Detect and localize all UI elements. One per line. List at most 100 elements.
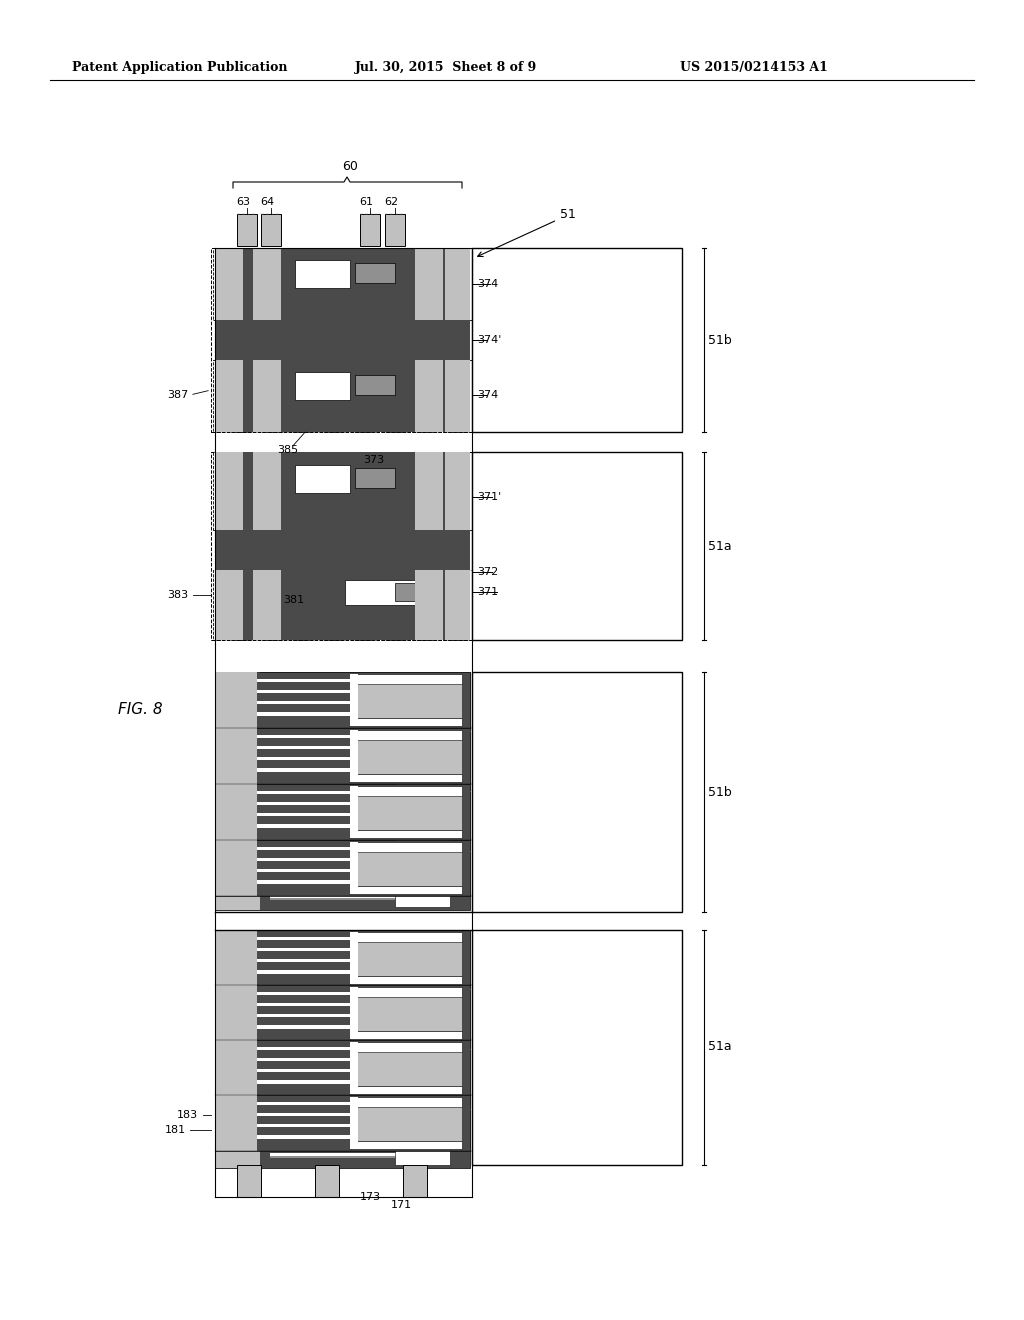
Bar	[257, 1014, 452, 1018]
Bar	[215, 1040, 257, 1096]
Bar	[253, 360, 281, 432]
Bar	[270, 680, 435, 681]
Bar	[270, 748, 435, 751]
Bar	[257, 858, 452, 861]
Bar	[257, 713, 452, 715]
Bar	[270, 869, 435, 871]
Bar	[270, 962, 435, 966]
Bar	[215, 672, 257, 729]
Bar	[270, 1036, 435, 1038]
Bar	[257, 701, 452, 705]
Bar	[270, 1053, 435, 1057]
Bar	[270, 1064, 435, 1067]
Bar	[257, 824, 452, 828]
Bar	[257, 970, 452, 974]
Bar	[270, 1117, 435, 1119]
Bar	[358, 995, 462, 1031]
Bar	[215, 985, 470, 1041]
Bar	[385, 214, 406, 246]
Bar	[215, 570, 243, 640]
Bar	[289, 360, 409, 417]
Text: US 2015/0214153 A1: US 2015/0214153 A1	[680, 62, 827, 74]
Bar	[215, 570, 470, 640]
Bar	[257, 1102, 452, 1105]
Bar	[270, 764, 435, 768]
Bar	[358, 795, 462, 830]
Bar	[257, 1003, 452, 1006]
Bar	[257, 1069, 452, 1072]
Bar	[237, 1166, 261, 1197]
Bar	[270, 838, 435, 840]
Bar	[270, 755, 435, 759]
Bar	[270, 997, 435, 999]
Bar	[215, 360, 243, 432]
Bar	[215, 1049, 260, 1107]
Bar	[415, 451, 443, 531]
Bar	[215, 792, 260, 850]
Bar	[270, 937, 435, 939]
Bar	[270, 759, 435, 760]
Text: 51: 51	[477, 209, 575, 256]
Bar	[403, 1166, 427, 1197]
Bar	[350, 842, 462, 853]
Bar	[215, 248, 243, 319]
Bar	[270, 1032, 435, 1036]
Bar	[257, 1047, 452, 1051]
Bar	[472, 931, 682, 1166]
Bar	[215, 672, 260, 730]
Bar	[355, 263, 395, 282]
Bar	[358, 682, 462, 718]
Bar	[215, 451, 470, 531]
Bar	[270, 1123, 435, 1127]
Bar	[355, 469, 395, 488]
Bar	[270, 973, 435, 975]
Bar	[270, 828, 435, 830]
Bar	[270, 1093, 435, 1096]
Bar	[360, 214, 380, 246]
Bar	[215, 931, 260, 987]
Bar	[257, 678, 452, 682]
Bar	[257, 846, 452, 850]
Bar	[270, 799, 435, 801]
Bar	[472, 672, 682, 912]
Bar	[270, 689, 435, 690]
Bar	[257, 768, 452, 772]
Bar	[295, 260, 350, 288]
Bar	[215, 851, 260, 909]
Bar	[350, 987, 462, 997]
Bar	[395, 583, 435, 601]
Bar	[395, 933, 450, 985]
Bar	[215, 531, 470, 570]
Bar	[215, 729, 257, 784]
Bar	[213, 248, 472, 319]
Bar	[350, 932, 358, 983]
Bar	[350, 842, 358, 894]
Bar	[270, 768, 435, 770]
Bar	[350, 987, 358, 1039]
Bar	[237, 214, 257, 246]
Bar	[350, 932, 462, 942]
Bar	[215, 792, 470, 850]
Bar	[270, 1023, 435, 1026]
Bar	[270, 705, 435, 709]
Bar	[270, 775, 435, 777]
Bar	[350, 1097, 358, 1148]
Bar	[270, 855, 435, 859]
Bar	[215, 248, 470, 319]
Bar	[257, 791, 452, 795]
Bar	[270, 859, 435, 861]
Bar	[270, 1143, 435, 1146]
Text: 374: 374	[477, 279, 499, 289]
Bar	[270, 1077, 435, 1078]
Bar	[270, 735, 435, 739]
Text: 387: 387	[167, 389, 188, 400]
Bar	[257, 1135, 452, 1139]
Bar	[270, 709, 435, 710]
Bar	[215, 990, 260, 1048]
Bar	[395, 1053, 450, 1105]
Bar	[215, 451, 243, 531]
Bar	[270, 1016, 435, 1018]
Bar	[270, 946, 435, 949]
Text: 374: 374	[477, 389, 499, 400]
Bar	[257, 1113, 452, 1117]
